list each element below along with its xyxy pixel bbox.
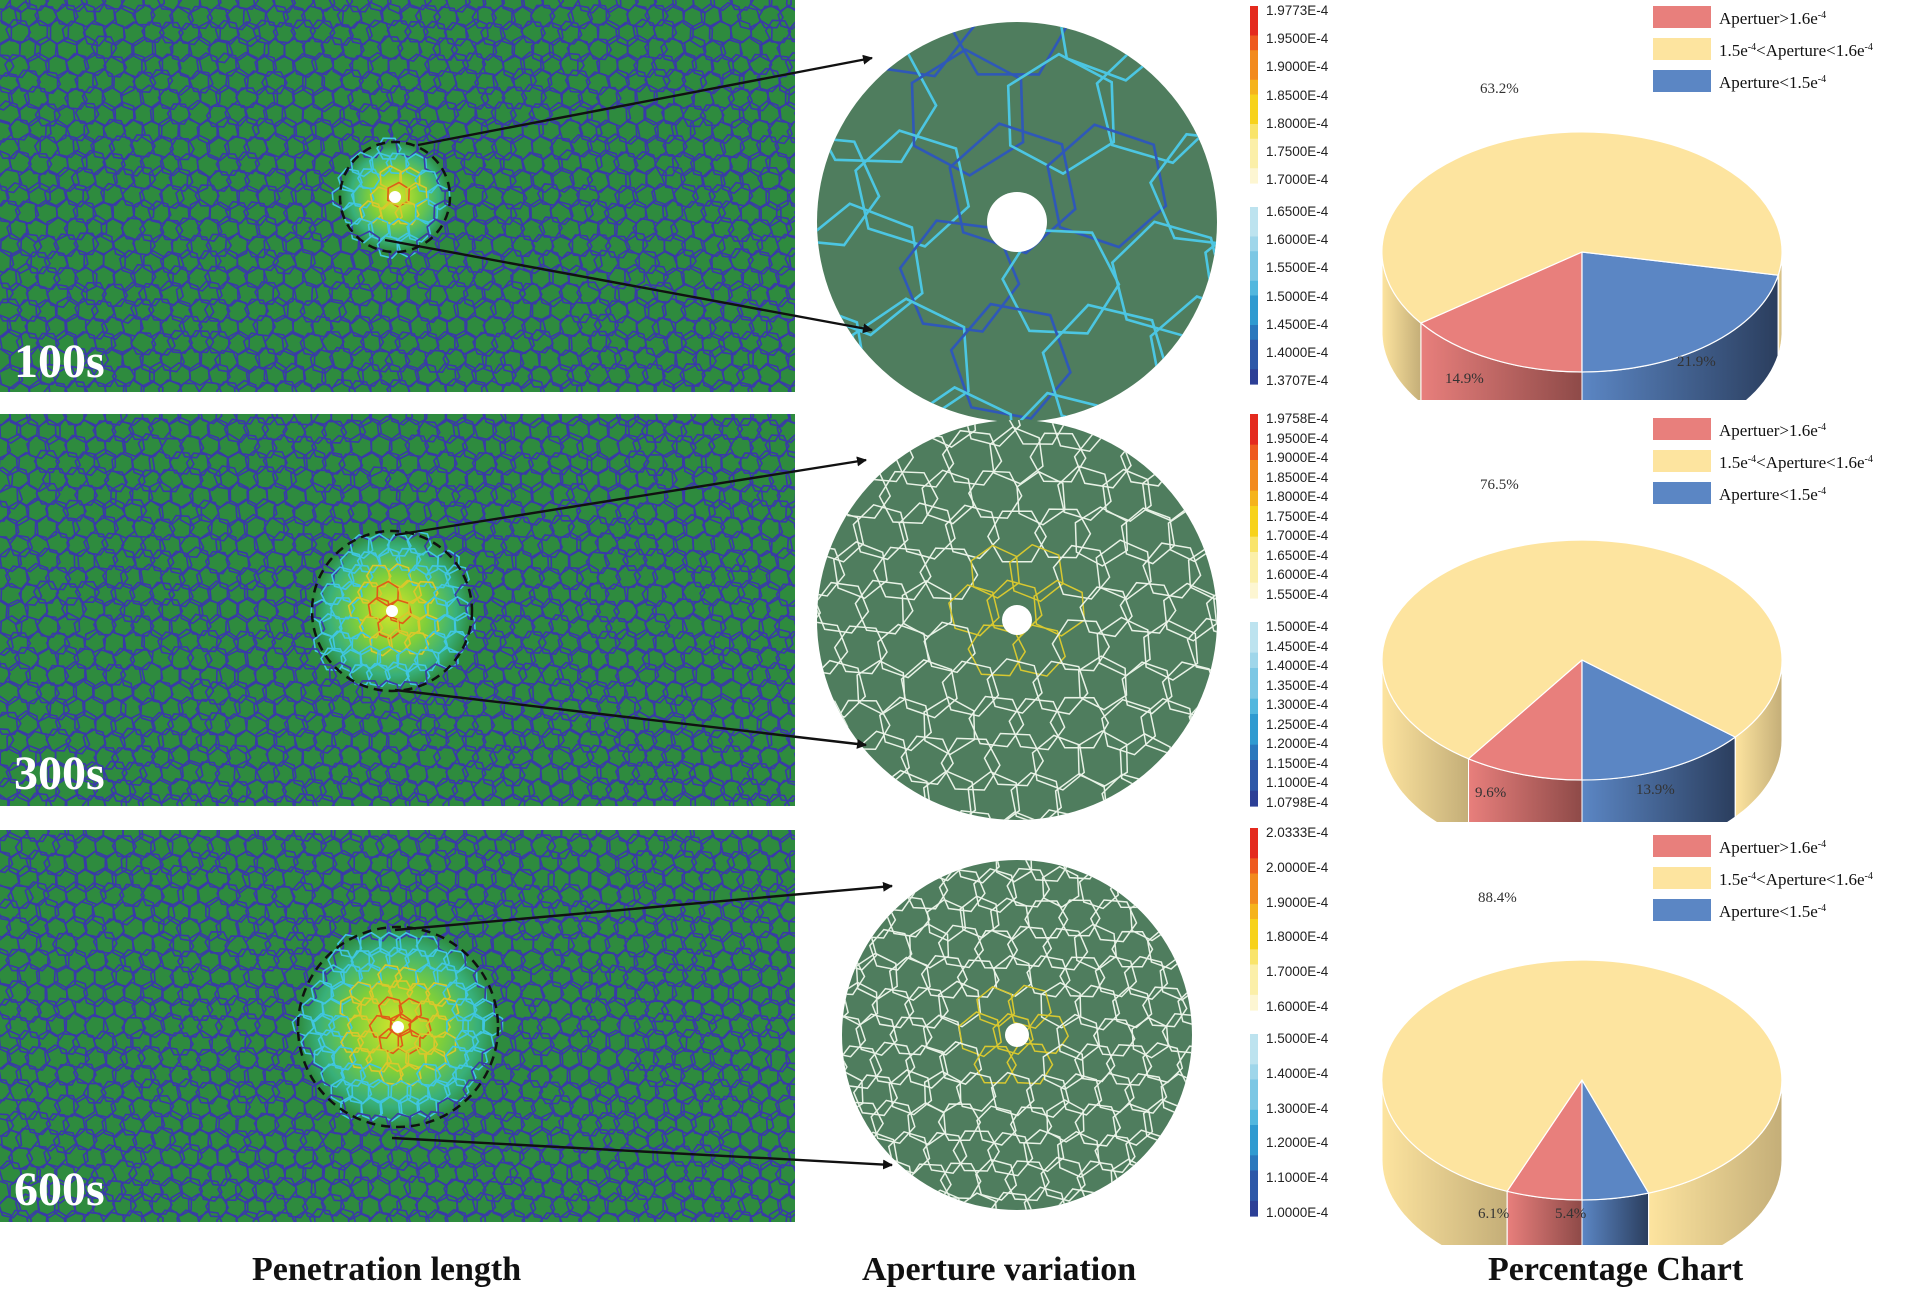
legend-label: Aperture<1.5e-4	[1719, 902, 1827, 921]
colorbar-tick-label: 1.9773E-4	[1266, 3, 1329, 18]
legend-swatch	[1653, 835, 1711, 857]
legend-label: Apertuer>1.6e-4	[1719, 9, 1827, 28]
colorbar-tick-label: 1.9000E-4	[1266, 450, 1329, 466]
colorbar-tick-label: 1.5000E-4	[1266, 619, 1329, 634]
colorbar-tick-label: 1.8500E-4	[1266, 87, 1329, 103]
percentage-pie-300s: Apertuer>1.6e-4 1.5e-4<Aperture<1.6e-4 Ape…	[1370, 412, 1905, 822]
colorbar-tick-label: 1.7000E-4	[1266, 528, 1329, 544]
pie-slice	[1381, 131, 1783, 324]
legend-swatch	[1653, 482, 1711, 504]
penetration-mesh-panel-600s	[0, 830, 795, 1222]
colorbar-tick-label: 1.5500E-4	[1266, 260, 1329, 276]
penetration-mesh-panel-300s	[0, 414, 795, 806]
colorbar-tick-label: 1.6000E-4	[1266, 567, 1329, 583]
legend-label: Apertuer>1.6e-4	[1719, 421, 1827, 440]
pie-percent-label: 63.2%	[1480, 81, 1519, 97]
legend-swatch	[1653, 899, 1711, 921]
pie-percent-label: 9.6%	[1475, 785, 1507, 801]
colorbar-tick-label: 1.4500E-4	[1266, 316, 1329, 332]
pie-slice	[1419, 251, 1583, 373]
colorbar-tick-label: 1.3707E-4	[1266, 373, 1329, 388]
colorbar-tick-label: 1.4500E-4	[1266, 638, 1329, 654]
pie-percent-label: 21.9%	[1677, 354, 1716, 370]
time-label: 300s	[14, 747, 105, 800]
legend-label: 1.5e-4<Aperture<1.6e-4	[1719, 870, 1873, 889]
column-title-percentage: Percentage Chart	[1488, 1251, 1744, 1288]
colorbar-tick-label: 1.3000E-4	[1266, 697, 1329, 713]
colorbar-tick-label: 1.9500E-4	[1266, 31, 1329, 47]
legend-swatch	[1653, 6, 1711, 28]
legend-label: Apertuer>1.6e-4	[1719, 838, 1827, 857]
aperture-colorbar-300s: 1.9758E-4 1.9500E-4 1.9000E-4 1.8500E-4 1.80…	[1250, 411, 1380, 810]
percentage-pie-100s: Apertuer>1.6e-4 1.5e-4<Aperture<1.6e-4 Ape…	[1370, 0, 1905, 400]
percentage-pie-600s: Apertuer>1.6e-4 1.5e-4<Aperture<1.6e-4 Ape…	[1370, 825, 1905, 1245]
pie-percent-label: 13.9%	[1636, 782, 1675, 798]
aperture-colorbar-600s: 2.0333E-4 2.0000E-4 1.9000E-4 1.8000E-4 1.70…	[1250, 825, 1380, 1220]
legend-swatch	[1653, 70, 1711, 92]
penetration-mesh-panel-100s	[0, 0, 795, 392]
colorbar-tick-label: 2.0000E-4	[1266, 859, 1329, 875]
colorbar-tick-label: 1.4000E-4	[1266, 1065, 1329, 1081]
colorbar-tick-label: 1.4000E-4	[1266, 658, 1329, 674]
colorbar-tick-label: 1.5000E-4	[1266, 288, 1329, 304]
colorbar-tick-label: 1.0798E-4	[1266, 795, 1329, 810]
pie-slice	[1381, 539, 1783, 760]
pie-slice	[1381, 959, 1783, 1194]
pie-percent-label: 76.5%	[1480, 477, 1519, 493]
colorbar-tick-label: 2.0333E-4	[1266, 825, 1329, 840]
colorbar-tick-label: 1.1000E-4	[1266, 1170, 1329, 1186]
colorbar-tick-label: 1.2000E-4	[1266, 1135, 1329, 1151]
colorbar-tick-label: 1.6000E-4	[1266, 232, 1329, 248]
aperture-zoom-circle-100s	[815, 20, 1219, 429]
colorbar-tick-label: 1.6500E-4	[1266, 547, 1329, 563]
aperture-zoom-circle-300s	[815, 418, 1219, 827]
colorbar-tick-label: 1.9000E-4	[1266, 894, 1329, 910]
colorbar-tick-label: 1.7500E-4	[1266, 143, 1329, 159]
colorbar-tick-label: 1.8500E-4	[1266, 469, 1329, 485]
pie-slice	[1467, 658, 1583, 781]
legend-swatch	[1653, 867, 1711, 889]
column-title-aperture: Aperture variation	[862, 1251, 1137, 1288]
colorbar-tick-label: 1.3500E-4	[1266, 677, 1329, 693]
legend-label: Aperture<1.5e-4	[1719, 73, 1827, 92]
time-label: 100s	[14, 335, 105, 388]
legend-label: 1.5e-4<Aperture<1.6e-4	[1719, 41, 1873, 60]
pie-percent-label: 5.4%	[1555, 1206, 1587, 1222]
colorbar-tick-label: 1.3000E-4	[1266, 1100, 1329, 1116]
time-label: 600s	[14, 1163, 105, 1216]
colorbar-tick-label: 1.9000E-4	[1266, 59, 1329, 75]
colorbar-tick-label: 1.6500E-4	[1266, 204, 1329, 219]
legend-swatch	[1653, 38, 1711, 60]
colorbar-tick-label: 1.8000E-4	[1266, 929, 1329, 945]
aperture-colorbar-100s: 1.9773E-4 1.9500E-4 1.9000E-4 1.8500E-4 1.80…	[1250, 3, 1380, 388]
legend-swatch	[1653, 450, 1711, 472]
colorbar-tick-label: 1.0000E-4	[1266, 1205, 1329, 1220]
colorbar-tick-label: 1.9500E-4	[1266, 430, 1329, 446]
colorbar-tick-label: 1.7000E-4	[1266, 172, 1329, 187]
colorbar-tick-label: 1.5000E-4	[1266, 1031, 1329, 1046]
colorbar-tick-label: 1.7500E-4	[1266, 508, 1329, 524]
legend-label: Aperture<1.5e-4	[1719, 485, 1827, 504]
pie-percent-label: 14.9%	[1445, 371, 1484, 387]
legend-label: 1.5e-4<Aperture<1.6e-4	[1719, 453, 1873, 472]
colorbar-tick-label: 1.5500E-4	[1266, 587, 1329, 602]
colorbar-tick-label: 1.1000E-4	[1266, 775, 1329, 791]
colorbar-tick-label: 1.9758E-4	[1266, 411, 1329, 426]
column-title-penetration: Penetration length	[252, 1251, 522, 1288]
colorbar-tick-label: 1.8000E-4	[1266, 115, 1329, 131]
pie-slice	[1581, 251, 1779, 373]
colorbar-tick-label: 1.2500E-4	[1266, 716, 1329, 732]
colorbar-tick-label: 1.1500E-4	[1266, 755, 1329, 771]
aperture-zoom-circle-600s	[840, 858, 1194, 1217]
colorbar-tick-label: 1.4000E-4	[1266, 344, 1329, 360]
legend-swatch	[1653, 418, 1711, 440]
colorbar-tick-label: 1.8000E-4	[1266, 489, 1329, 505]
pie-percent-label: 6.1%	[1478, 1206, 1510, 1222]
colorbar-tick-label: 1.6000E-4	[1266, 999, 1329, 1014]
colorbar-tick-label: 1.7000E-4	[1266, 964, 1329, 980]
pie-slice	[1581, 659, 1737, 781]
pie-percent-label: 88.4%	[1478, 890, 1517, 906]
colorbar-tick-label: 1.2000E-4	[1266, 736, 1329, 752]
